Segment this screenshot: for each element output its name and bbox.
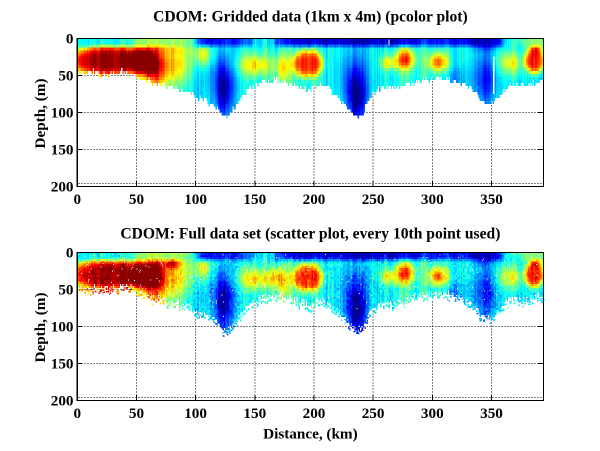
- svg-text:50: 50: [58, 67, 74, 84]
- svg-text:0: 0: [74, 405, 82, 422]
- svg-text:300: 300: [421, 405, 444, 422]
- svg-text:0: 0: [66, 244, 74, 261]
- svg-text:200: 200: [51, 178, 74, 195]
- svg-text:0: 0: [74, 191, 82, 208]
- svg-text:250: 250: [362, 191, 385, 208]
- svg-text:Depth, (m): Depth, (m): [32, 292, 49, 362]
- svg-text:200: 200: [303, 191, 326, 208]
- svg-text:200: 200: [303, 405, 326, 422]
- svg-text:150: 150: [51, 355, 74, 372]
- svg-text:350: 350: [480, 405, 503, 422]
- svg-text:100: 100: [184, 405, 207, 422]
- svg-text:100: 100: [184, 191, 207, 208]
- svg-text:150: 150: [243, 191, 266, 208]
- svg-text:CDOM: Full data set (scatter p: CDOM: Full data set (scatter plot, every…: [120, 226, 500, 243]
- svg-text:350: 350: [480, 191, 503, 208]
- svg-text:300: 300: [421, 191, 444, 208]
- svg-text:50: 50: [58, 281, 74, 298]
- svg-text:50: 50: [129, 405, 145, 422]
- svg-text:50: 50: [129, 191, 145, 208]
- svg-text:200: 200: [51, 392, 74, 409]
- svg-text:100: 100: [51, 104, 74, 121]
- svg-text:150: 150: [243, 405, 266, 422]
- svg-text:0: 0: [66, 30, 74, 47]
- svg-text:CDOM: Gridded data (1km x 4m): CDOM: Gridded data (1km x 4m) (pcolor pl…: [153, 8, 468, 25]
- svg-text:100: 100: [51, 318, 74, 335]
- svg-text:150: 150: [51, 141, 74, 158]
- svg-text:Distance, (km): Distance, (km): [263, 426, 357, 443]
- svg-text:250: 250: [362, 405, 385, 422]
- svg-text:Depth, (m): Depth, (m): [32, 78, 49, 148]
